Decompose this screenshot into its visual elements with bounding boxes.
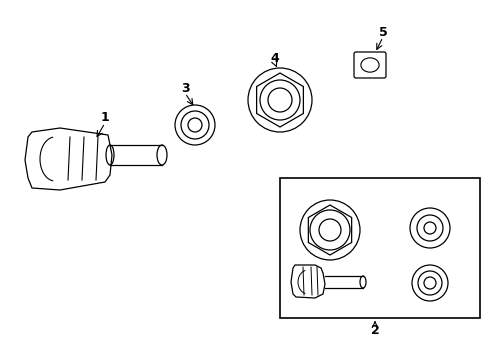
Text: 5: 5 [378,26,386,39]
Bar [280,178,479,318]
Text: 4: 4 [270,51,279,64]
Text: 1: 1 [101,112,109,125]
Text: 3: 3 [181,81,189,94]
Text: 2: 2 [370,324,379,337]
